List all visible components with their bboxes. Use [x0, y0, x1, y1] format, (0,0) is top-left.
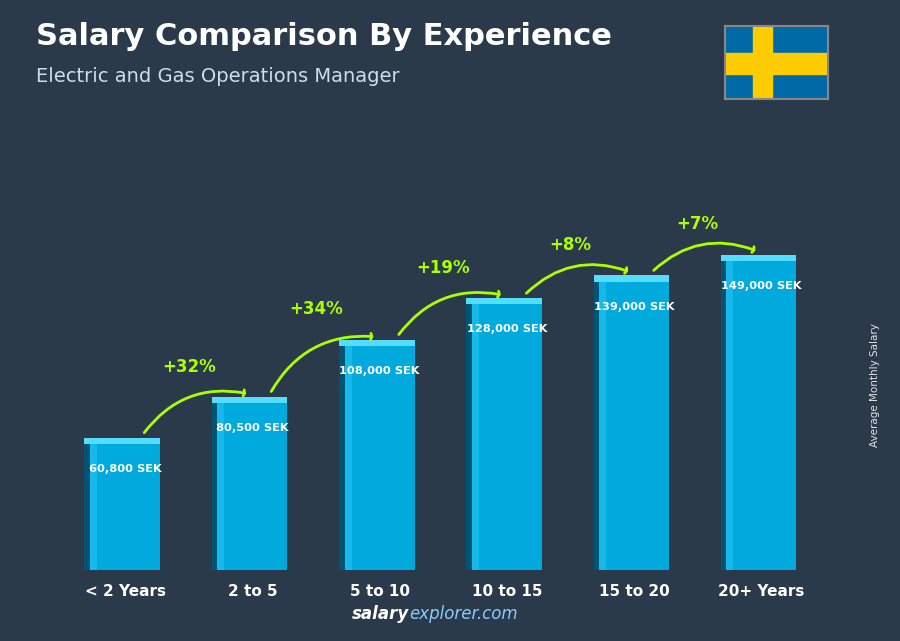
Bar: [472, 304, 479, 570]
Text: salary: salary: [352, 605, 410, 623]
Bar: [599, 281, 669, 570]
Text: Average Monthly Salary: Average Monthly Salary: [869, 322, 880, 447]
Bar: [726, 261, 796, 570]
Bar: [466, 298, 542, 304]
Bar: [724, 53, 828, 74]
Bar: [726, 261, 734, 570]
Text: Electric and Gas Operations Manager: Electric and Gas Operations Manager: [36, 67, 400, 87]
Bar: [212, 397, 287, 403]
Bar: [594, 276, 669, 281]
Bar: [339, 340, 415, 346]
Text: +32%: +32%: [162, 358, 216, 376]
Text: 80,500 SEK: 80,500 SEK: [216, 423, 289, 433]
Text: 149,000 SEK: 149,000 SEK: [721, 281, 802, 291]
Bar: [339, 346, 345, 570]
Bar: [753, 26, 772, 99]
Bar: [85, 444, 90, 570]
Bar: [90, 444, 97, 570]
Bar: [599, 281, 607, 570]
Bar: [472, 304, 542, 570]
Text: +19%: +19%: [417, 259, 470, 277]
Text: +7%: +7%: [677, 215, 719, 233]
Bar: [85, 438, 160, 444]
Bar: [212, 403, 218, 570]
Text: explorer.com: explorer.com: [410, 605, 518, 623]
Text: Salary Comparison By Experience: Salary Comparison By Experience: [36, 22, 612, 51]
Bar: [594, 281, 599, 570]
Text: 128,000 SEK: 128,000 SEK: [466, 324, 547, 335]
Bar: [90, 444, 160, 570]
Text: +34%: +34%: [289, 301, 343, 319]
Text: +8%: +8%: [550, 236, 591, 254]
Bar: [721, 254, 796, 261]
Bar: [345, 346, 415, 570]
Text: 60,800 SEK: 60,800 SEK: [89, 464, 161, 474]
Bar: [721, 261, 726, 570]
Bar: [218, 403, 224, 570]
Text: 108,000 SEK: 108,000 SEK: [339, 366, 420, 376]
Text: 139,000 SEK: 139,000 SEK: [594, 301, 674, 312]
Bar: [466, 304, 472, 570]
Bar: [218, 403, 287, 570]
Bar: [345, 346, 352, 570]
